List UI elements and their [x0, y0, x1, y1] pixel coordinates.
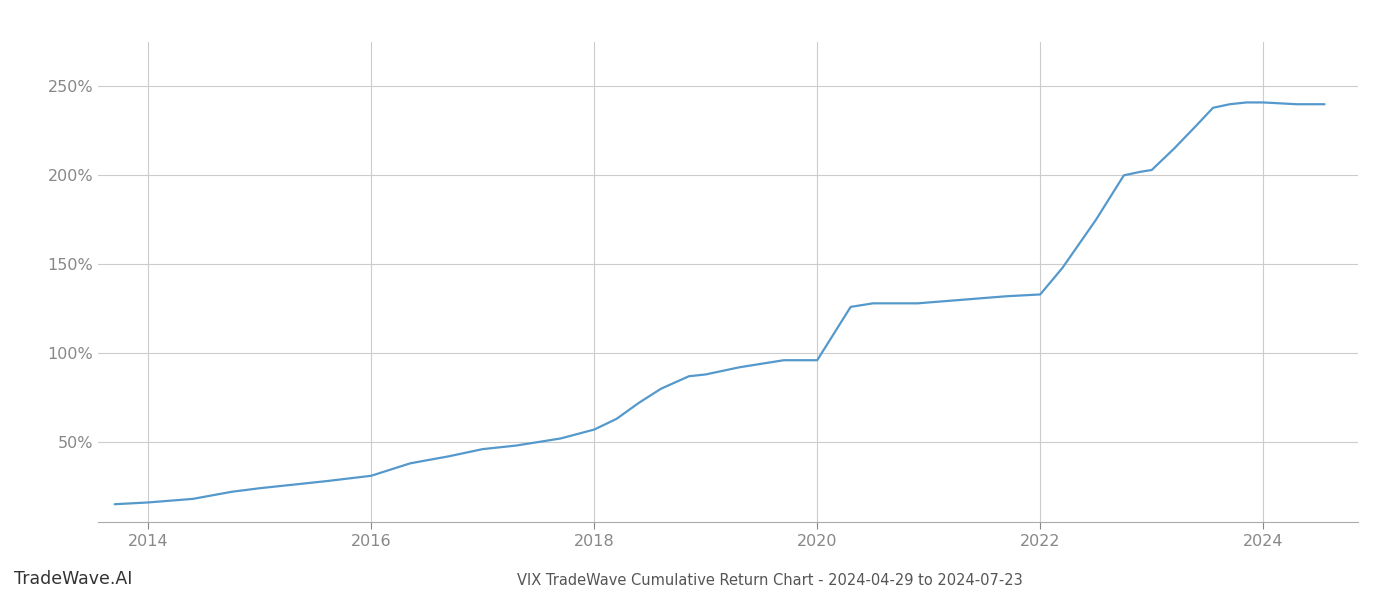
Text: TradeWave.AI: TradeWave.AI — [14, 570, 133, 588]
Text: VIX TradeWave Cumulative Return Chart - 2024-04-29 to 2024-07-23: VIX TradeWave Cumulative Return Chart - … — [517, 573, 1023, 588]
